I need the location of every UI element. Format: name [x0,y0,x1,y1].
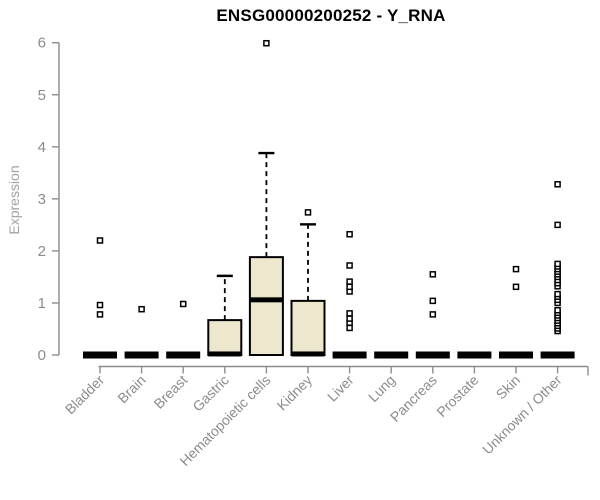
collapsed-box [374,351,409,359]
y-axis-title: Expression [6,165,22,235]
y-tick-label: 0 [38,347,46,364]
collapsed-box [540,351,575,359]
outlier-point [263,39,270,47]
collapsed-box [332,351,367,359]
x-category-label: Lung [365,372,398,405]
y-tick-label: 5 [38,87,46,104]
outlier-point [179,300,187,308]
outlier-point [346,315,353,322]
x-category-label: Skin [493,372,524,403]
outlier-point [96,311,104,318]
x-category-label: Unknown / Other [479,372,565,458]
outlier-point [138,305,145,313]
outlier-point [346,262,353,269]
collapsed-box [415,351,450,359]
y-tick-label: 4 [38,139,46,156]
median-line [249,297,283,303]
outlier-point [512,265,520,273]
box [207,319,243,356]
outlier-point [554,221,561,229]
x-category-label: Kidney [274,372,316,414]
collapsed-box [124,351,159,359]
outlier-point [554,181,561,188]
x-category-label: Brain [114,372,148,406]
outlier-point [429,271,437,278]
outlier-point [429,297,437,305]
y-tick-label: 3 [38,191,46,208]
outlier-point [346,324,353,332]
x-category-label: Breast [150,372,190,412]
collapsed-box [83,351,117,359]
collapsed-box [457,351,492,359]
x-category-label: Bladder [62,372,108,418]
y-tick-label: 6 [38,35,46,52]
x-category-label: Prostate [433,372,481,420]
collapsed-box [499,351,533,359]
y-tick-label: 1 [38,295,46,312]
median-line [291,351,325,357]
outlier-point [96,237,104,244]
collapsed-box [166,351,201,359]
outlier-point [346,283,353,291]
outlier-point [346,230,353,238]
outlier-point [554,306,561,314]
box [290,299,326,357]
chart-title: ENSG00000200252 - Y_RNA [216,6,446,25]
outlier-point [429,311,437,318]
outlier-point [304,209,312,216]
outlier-point [512,283,520,291]
outlier-point [96,301,104,309]
outlier-point [554,290,561,298]
box [248,256,284,356]
outlier-point [554,260,561,268]
outlier-point [346,310,353,317]
median-line [208,351,242,357]
y-tick-label: 2 [38,243,46,260]
outlier-point [346,278,353,285]
x-category-label: Liver [324,372,357,405]
